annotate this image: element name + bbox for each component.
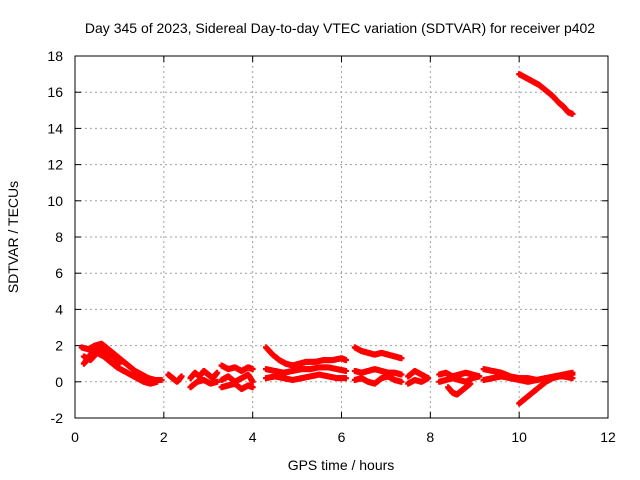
- grid: [75, 56, 608, 418]
- chart-title: Day 345 of 2023, Sidereal Day-to-day VTE…: [85, 20, 595, 36]
- data-point: [249, 384, 256, 391]
- series-arc-15: [351, 373, 405, 387]
- y-tick-label: 18: [47, 48, 63, 64]
- y-tick-label: 2: [55, 338, 63, 354]
- series-arc-5: [187, 367, 221, 382]
- x-tick-label: 12: [600, 429, 616, 445]
- series-arc-13: [351, 344, 405, 362]
- series-arc-7: [218, 362, 256, 374]
- y-tick-label: -2: [51, 410, 64, 426]
- data-point: [398, 378, 405, 385]
- data-point: [158, 376, 165, 383]
- data-point: [342, 375, 349, 382]
- series-arc-6: [187, 376, 221, 391]
- data-point: [342, 367, 349, 374]
- data-point: [214, 378, 221, 385]
- series-arc-11: [262, 364, 349, 376]
- y-tick-label: 6: [55, 265, 63, 281]
- x-tick-label: 6: [338, 429, 346, 445]
- data-point: [342, 357, 349, 364]
- data-point: [398, 355, 405, 362]
- x-tick-label: 4: [249, 429, 257, 445]
- data-point: [569, 371, 576, 378]
- y-tick-label: 16: [47, 84, 63, 100]
- series-arc-4: [165, 371, 185, 385]
- y-tick-label: 10: [47, 193, 63, 209]
- y-tick-label: 4: [55, 301, 63, 317]
- axis-ticks: 0 2 4 6 8 10 12 -2 0 2 4 6 8 10 12 14 16 18: [47, 48, 616, 445]
- data-point: [398, 371, 405, 378]
- x-tick-label: 2: [160, 429, 168, 445]
- series-arc-3: [80, 344, 123, 367]
- data-point: [425, 375, 432, 382]
- series-arc-20: [445, 380, 474, 398]
- data-point: [178, 373, 185, 380]
- series-arc-12: [262, 371, 349, 383]
- data-point: [116, 360, 123, 367]
- data-point: [249, 378, 256, 385]
- data-point: [154, 378, 161, 385]
- y-tick-label: 12: [47, 157, 63, 173]
- x-tick-label: 10: [511, 429, 527, 445]
- y-tick-label: 14: [47, 120, 63, 136]
- y-tick-label: 0: [55, 374, 63, 390]
- x-tick-label: 8: [426, 429, 434, 445]
- x-tick-label: 0: [71, 429, 79, 445]
- series-arc-23: [516, 371, 576, 407]
- series-arc-10: [262, 344, 349, 369]
- y-axis-label: SDTVAR / TECUs: [5, 181, 21, 293]
- data-point: [569, 110, 576, 117]
- data-point: [249, 366, 256, 373]
- data-points: [78, 71, 576, 407]
- series-arc-17: [405, 375, 432, 387]
- series-arc-9: [218, 380, 256, 393]
- data-point: [214, 369, 221, 376]
- series-arc-24: [516, 71, 576, 117]
- data-point: [467, 380, 474, 387]
- y-tick-label: 8: [55, 229, 63, 245]
- data-point: [476, 373, 483, 380]
- x-axis-label: GPS time / hours: [288, 457, 395, 473]
